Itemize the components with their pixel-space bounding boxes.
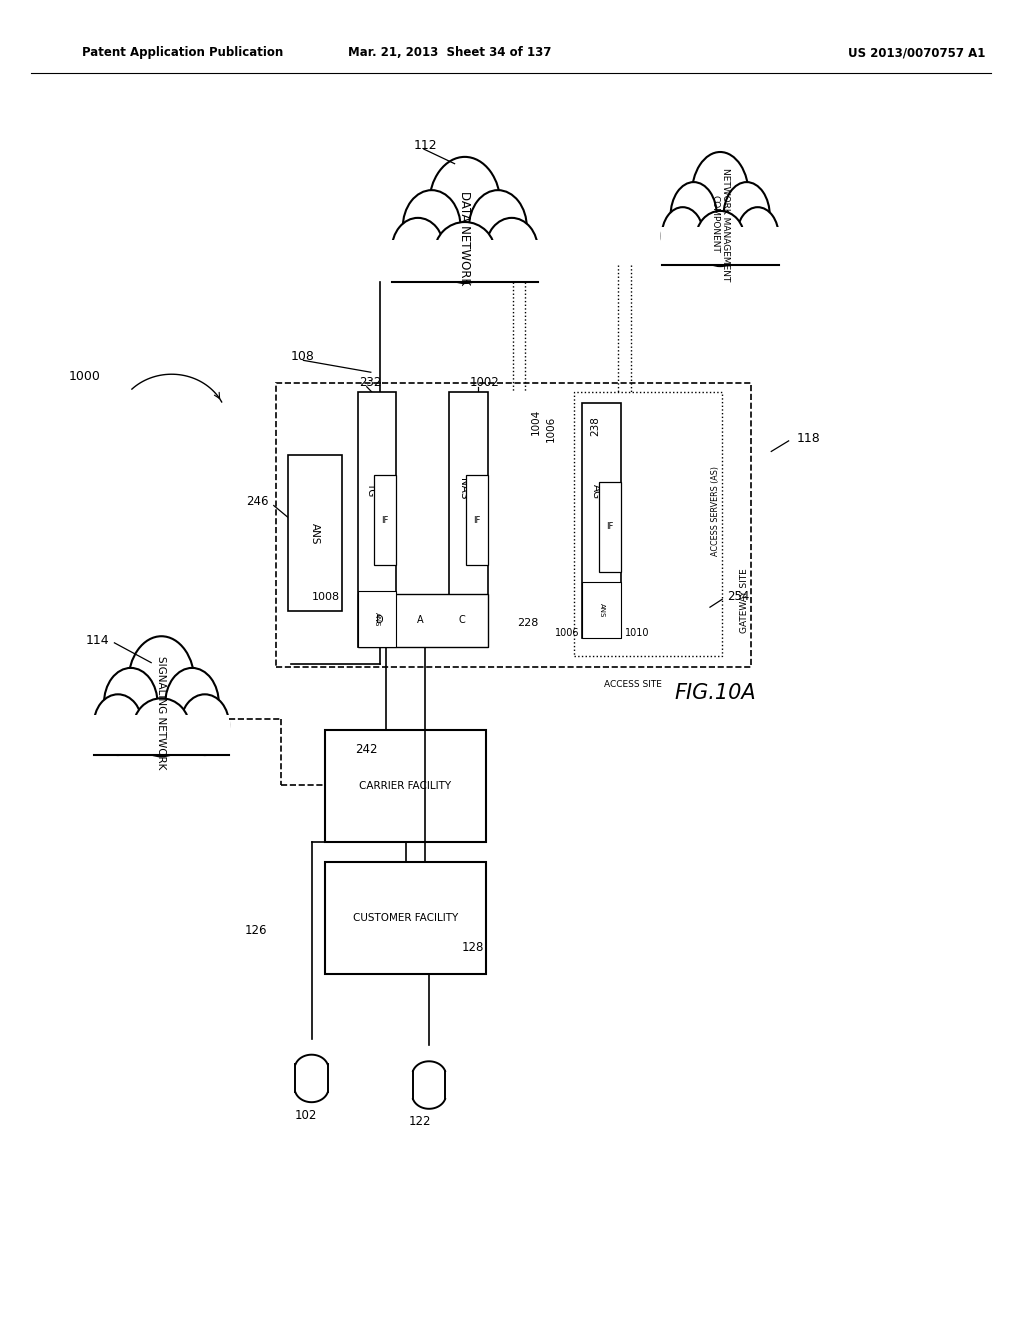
Text: 242: 242 [355, 743, 378, 756]
Bar [92, 715, 230, 755]
Text: NETWORK MANAGEMENT
COMPONENT: NETWORK MANAGEMENT COMPONENT [711, 168, 730, 281]
FancyBboxPatch shape [599, 482, 622, 572]
Text: Patent Application Publication: Patent Application Publication [82, 46, 283, 59]
Text: ANS: ANS [310, 523, 321, 544]
FancyBboxPatch shape [466, 475, 488, 565]
FancyBboxPatch shape [325, 730, 486, 842]
Text: 246: 246 [246, 495, 268, 508]
Text: IF: IF [606, 523, 613, 531]
Text: 254: 254 [727, 590, 750, 603]
Text: 1002: 1002 [470, 376, 500, 389]
Text: ACCESS SITE: ACCESS SITE [604, 680, 663, 689]
Ellipse shape [392, 218, 444, 281]
Bar [390, 240, 540, 281]
Ellipse shape [485, 218, 538, 281]
Text: Mar. 21, 2013  Sheet 34 of 137: Mar. 21, 2013 Sheet 34 of 137 [348, 46, 551, 59]
Ellipse shape [691, 152, 749, 240]
Ellipse shape [128, 636, 195, 729]
Ellipse shape [133, 698, 189, 756]
Text: US 2013/0070757 A1: US 2013/0070757 A1 [848, 46, 985, 59]
FancyBboxPatch shape [374, 475, 396, 565]
FancyBboxPatch shape [325, 862, 486, 974]
Ellipse shape [724, 182, 770, 249]
Text: IF: IF [473, 516, 480, 524]
Text: C: C [459, 615, 466, 626]
Text: 102: 102 [294, 1109, 316, 1122]
Ellipse shape [165, 668, 219, 739]
Text: 122: 122 [409, 1115, 431, 1129]
Text: SIGNALING NETWORK: SIGNALING NETWORK [157, 656, 167, 770]
FancyBboxPatch shape [357, 594, 488, 647]
Text: 114: 114 [86, 634, 110, 647]
Text: 228: 228 [517, 618, 539, 628]
Text: 1004: 1004 [531, 409, 542, 436]
Bar [660, 227, 779, 265]
Text: ACCESS SERVERS (AS): ACCESS SERVERS (AS) [711, 466, 720, 556]
Text: DATA NETWORK: DATA NETWORK [459, 190, 471, 285]
Text: 112: 112 [414, 139, 437, 152]
Text: ANS: ANS [374, 612, 380, 626]
Ellipse shape [434, 222, 496, 282]
Text: D: D [376, 615, 384, 626]
Ellipse shape [662, 207, 703, 265]
Text: ANS: ANS [599, 603, 605, 616]
FancyBboxPatch shape [357, 591, 396, 647]
Text: 1010: 1010 [626, 627, 649, 638]
Text: 128: 128 [462, 941, 484, 954]
Text: 1006: 1006 [546, 416, 555, 442]
FancyBboxPatch shape [288, 455, 342, 611]
Text: 1006: 1006 [555, 627, 580, 638]
Text: 232: 232 [359, 376, 382, 389]
Text: AG: AG [591, 484, 601, 499]
Ellipse shape [180, 694, 229, 755]
Text: 238: 238 [591, 416, 600, 436]
Text: 1008: 1008 [312, 591, 340, 602]
Text: A: A [417, 615, 424, 626]
Ellipse shape [671, 182, 717, 249]
Text: NAS: NAS [458, 478, 468, 499]
FancyBboxPatch shape [450, 392, 488, 647]
Text: 108: 108 [291, 350, 315, 363]
Ellipse shape [736, 207, 778, 265]
Ellipse shape [469, 190, 527, 265]
Ellipse shape [94, 694, 142, 755]
Text: 118: 118 [797, 432, 820, 445]
Ellipse shape [104, 668, 158, 739]
Text: GATEWAY SITE: GATEWAY SITE [740, 568, 750, 632]
FancyBboxPatch shape [357, 392, 396, 647]
Text: IF: IF [381, 516, 389, 524]
FancyBboxPatch shape [583, 582, 622, 638]
Text: CARRIER FACILITY: CARRIER FACILITY [359, 781, 452, 791]
FancyBboxPatch shape [583, 403, 622, 638]
Ellipse shape [402, 190, 461, 265]
Text: 1000: 1000 [69, 370, 100, 383]
Text: 126: 126 [245, 924, 267, 937]
Ellipse shape [429, 157, 501, 253]
Text: TG: TG [367, 482, 376, 496]
Ellipse shape [696, 211, 744, 267]
Text: CUSTOMER FACILITY: CUSTOMER FACILITY [353, 913, 458, 923]
Text: FIG.10A: FIG.10A [674, 682, 756, 704]
